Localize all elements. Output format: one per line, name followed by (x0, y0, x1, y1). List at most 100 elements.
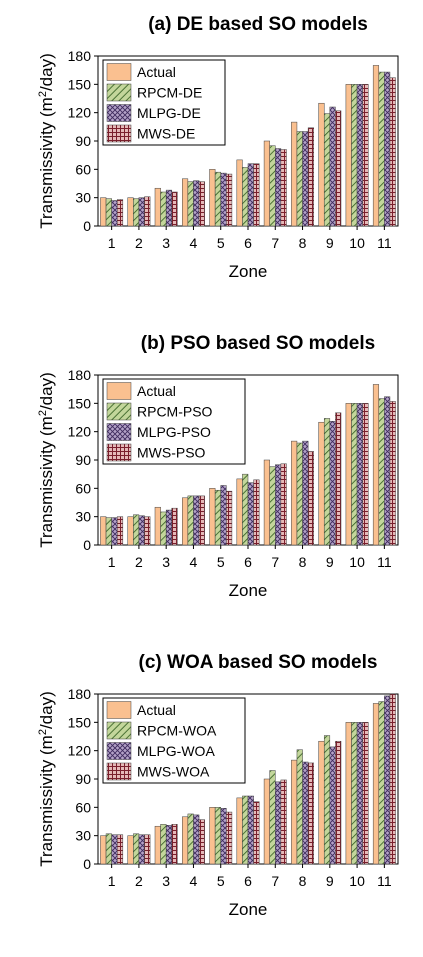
bar-actual-zone-5 (209, 169, 216, 227)
bar-rpcm-de-zone-8 (296, 131, 303, 227)
bar-actual-zone-1 (100, 516, 107, 546)
y-tick-label: 60 (75, 161, 91, 177)
bar-actual-zone-4 (182, 816, 189, 865)
chart-title: (a) DE based SO models (148, 14, 368, 35)
bar-actual-zone-2 (127, 516, 134, 546)
bar-actual-zone-4 (182, 497, 189, 546)
x-tick-label: 5 (217, 235, 225, 251)
bar-actual-zone-5 (209, 807, 216, 865)
bar-actual-zone-11 (372, 703, 380, 865)
bar-mlpg-de-zone-5 (220, 172, 227, 227)
legend-swatch (106, 742, 132, 760)
bar-mws-de-zone-11 (389, 77, 396, 227)
x-tick-label: 10 (349, 235, 365, 251)
x-tick-label: 7 (271, 235, 279, 251)
y-tick-label: 0 (83, 856, 91, 872)
y-tick-label: 120 (68, 105, 92, 121)
bar-rpcm-de-zone-11 (378, 71, 385, 227)
bar-mlpg-woa-zone-2 (138, 834, 145, 865)
y-axis-label-main: Transmissivity (m (37, 735, 56, 867)
y-tick-label: 60 (75, 480, 91, 496)
legend-label: RPCM-PSO (137, 404, 213, 420)
bar-mws-pso-zone-11 (389, 401, 396, 546)
legend-swatch (106, 701, 132, 719)
bar-actual-zone-9 (318, 740, 325, 865)
bar-mws-woa-zone-8 (307, 762, 314, 865)
bar-actual-zone-6 (236, 478, 243, 546)
bar-mws-woa-zone-10 (362, 722, 369, 865)
bar-actual-zone-2 (127, 197, 134, 227)
y-tick-label: 150 (68, 76, 92, 92)
bar-rpcm-woa-zone-5 (214, 807, 221, 865)
bar-actual-zone-3 (154, 187, 161, 227)
x-tick-label: 7 (271, 873, 279, 889)
chart-svg: (c) WOA based SO models 0 30 60 90 120 150 180 1… (37, 652, 399, 919)
bar-rpcm-pso-zone-3 (160, 511, 167, 546)
x-tick-label: 2 (135, 873, 143, 889)
y-axis-label-main: Transmissivity (m (37, 97, 56, 229)
bar-mlpg-de-zone-3 (165, 189, 173, 227)
bar-mlpg-woa-zone-4 (193, 814, 200, 865)
bar-mws-de-zone-2 (144, 196, 151, 227)
bar-rpcm-de-zone-1 (105, 198, 112, 227)
legend-swatch (106, 423, 132, 441)
bar-actual-zone-11 (372, 384, 380, 546)
bar-mws-woa-zone-7 (280, 779, 287, 865)
bar-actual-zone-8 (291, 121, 298, 227)
bar-mws-pso-zone-9 (335, 412, 342, 546)
bar-rpcm-de-zone-9 (323, 113, 331, 227)
bar-actual-zone-3 (154, 506, 161, 546)
bar-actual-zone-1 (100, 835, 107, 865)
bar-mws-pso-zone-6 (253, 479, 260, 546)
bar-rpcm-pso-zone-2 (133, 514, 140, 546)
bar-mlpg-de-zone-4 (193, 180, 200, 227)
x-tick-label: 1 (108, 873, 116, 889)
bar-actual-zone-3 (154, 825, 161, 865)
bar-rpcm-woa-zone-8 (296, 749, 303, 865)
chart-panel-woa: (c) WOA based SO models 0 30 60 90 120 150 180 1… (0, 638, 423, 957)
bar-rpcm-pso-zone-10 (351, 403, 358, 546)
y-tick-label: 90 (75, 771, 91, 787)
bar-rpcm-woa-zone-2 (133, 833, 140, 865)
bar-mlpg-de-zone-8 (302, 131, 309, 227)
legend-swatch (106, 104, 132, 122)
chart-svg: (a) DE based SO models 0 30 60 90 120 150 180 1 2… (37, 14, 399, 281)
y-tick-label: 150 (68, 395, 92, 411)
x-tick-label: 3 (162, 235, 170, 251)
x-axis-label: Zone (229, 262, 268, 281)
bar-actual-zone-9 (318, 102, 325, 227)
x-tick-label: 5 (217, 873, 225, 889)
bar-mlpg-de-zone-9 (329, 106, 336, 227)
bar-mws-woa-zone-1 (116, 834, 124, 865)
legend-swatch (106, 382, 132, 400)
bar-mlpg-woa-zone-8 (302, 761, 309, 865)
legend-label: MWS-WOA (137, 764, 210, 780)
bar-mws-woa-zone-2 (144, 834, 151, 865)
y-tick-label: 180 (68, 48, 92, 64)
bar-actual-zone-9 (318, 421, 325, 546)
bar-rpcm-woa-zone-9 (323, 735, 331, 865)
bar-rpcm-pso-zone-11 (378, 398, 385, 546)
bar-mlpg-pso-zone-10 (356, 403, 363, 546)
x-tick-label: 2 (135, 554, 143, 570)
x-tick-label: 9 (326, 873, 334, 889)
bar-rpcm-woa-zone-4 (187, 813, 194, 865)
x-tick-label: 5 (217, 554, 225, 570)
bar-actual-zone-6 (236, 797, 243, 865)
bar-rpcm-woa-zone-10 (351, 722, 358, 865)
x-tick-label: 2 (135, 235, 143, 251)
y-axis-label: Transmissivity (m2/day) (37, 372, 56, 548)
bar-mws-pso-zone-5 (226, 490, 233, 546)
y-tick-label: 90 (75, 133, 91, 149)
bar-mlpg-de-zone-11 (384, 71, 391, 227)
bar-rpcm-de-zone-6 (242, 167, 249, 227)
y-axis-label-main: Transmissivity (m (37, 416, 56, 548)
bar-rpcm-de-zone-7 (269, 145, 276, 227)
chart-title: (b) PSO based SO models (141, 333, 375, 354)
x-tick-label: 11 (377, 873, 392, 889)
bar-rpcm-woa-zone-6 (242, 795, 249, 865)
bar-actual-zone-8 (291, 440, 298, 546)
legend-label: Actual (137, 383, 176, 399)
bar-actual-zone-6 (236, 159, 243, 227)
bar-actual-zone-10 (345, 84, 352, 227)
